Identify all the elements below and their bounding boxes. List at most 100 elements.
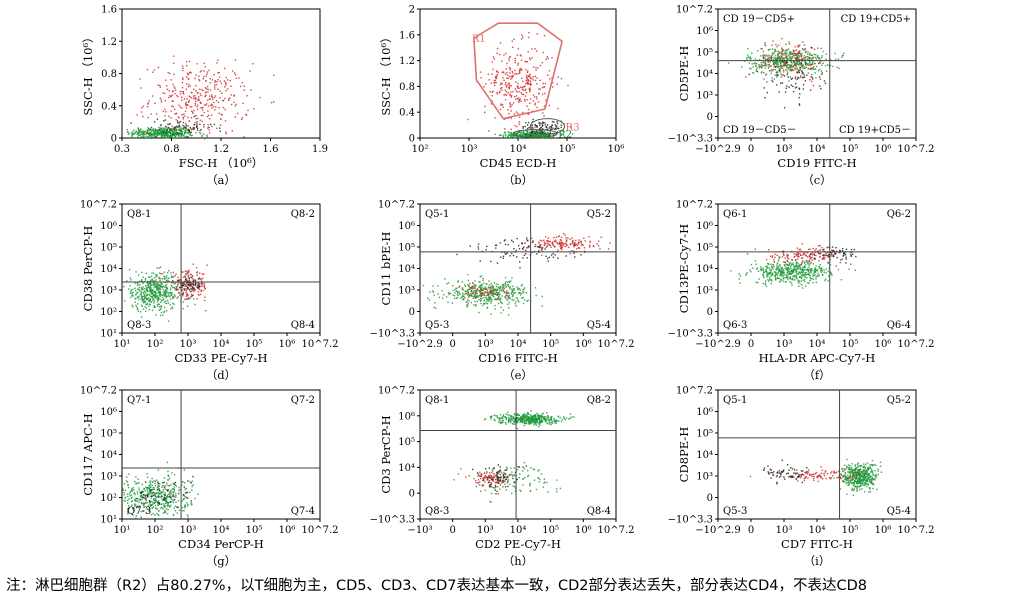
data-point: [165, 497, 167, 499]
data-point: [194, 94, 196, 97]
data-point: [507, 84, 509, 86]
data-point: [182, 93, 185, 95]
data-point: [183, 510, 185, 512]
data-point: [154, 286, 156, 288]
y-tick-label: 0.4: [399, 108, 415, 119]
data-point: [797, 64, 800, 66]
data-point: [474, 294, 476, 297]
data-point: [151, 137, 153, 140]
data-point: [786, 257, 789, 259]
data-point: [490, 285, 492, 287]
data-point: [147, 116, 149, 119]
data-point: [145, 272, 147, 274]
data-point: [166, 291, 168, 293]
data-point: [817, 269, 819, 271]
data-point: [432, 291, 435, 293]
data-point: [519, 292, 521, 294]
data-point: [187, 128, 190, 131]
data-point: [142, 291, 145, 294]
data-point: [143, 295, 146, 297]
data-point: [562, 232, 565, 235]
data-point: [189, 289, 191, 292]
data-point: [580, 240, 582, 243]
data-point: [791, 77, 793, 79]
data-point: [240, 118, 243, 120]
data-point: [820, 267, 823, 269]
data-point: [527, 70, 529, 72]
data-point: [163, 128, 165, 130]
data-point: [539, 135, 541, 138]
data-point: [130, 497, 133, 499]
data-point: [203, 283, 206, 285]
data-point: [163, 271, 166, 273]
data-point: [559, 241, 561, 243]
data-point: [798, 87, 800, 89]
data-point: [517, 87, 519, 89]
data-point: [150, 133, 152, 135]
data-point: [158, 296, 160, 298]
data-point: [815, 65, 818, 68]
data-point: [800, 58, 803, 60]
data-point: [477, 246, 479, 248]
data-point: [484, 296, 486, 299]
data-point: [162, 314, 164, 316]
data-point: [174, 283, 176, 285]
data-point: [182, 77, 184, 79]
data-point: [181, 65, 184, 67]
data-point: [136, 306, 138, 308]
data-point: [170, 281, 172, 284]
data-point: [253, 108, 255, 110]
data-point: [181, 86, 184, 89]
data-point: [830, 271, 832, 273]
data-point: [755, 281, 757, 283]
data-point: [161, 135, 163, 137]
data-point: [559, 134, 562, 136]
data-point: [181, 131, 184, 133]
data-point: [164, 488, 166, 490]
data-point: [508, 280, 511, 283]
data-point: [157, 303, 160, 305]
data-point: [127, 513, 129, 515]
data-point: [769, 61, 771, 63]
data-point: [517, 64, 519, 66]
data-point: [760, 47, 762, 50]
data-point: [200, 107, 202, 109]
data-point: [491, 291, 493, 293]
data-point: [188, 131, 191, 134]
data-point: [571, 241, 574, 243]
data-point: [795, 263, 797, 265]
data-point: [149, 285, 151, 287]
data-point: [173, 507, 175, 509]
data-point: [531, 77, 533, 80]
data-point: [564, 245, 566, 248]
data-point: [810, 80, 813, 82]
data-point: [203, 286, 206, 288]
gate-r1: [473, 22, 564, 120]
data-point: [155, 283, 157, 285]
data-point: [530, 131, 533, 134]
data-point: [796, 272, 798, 275]
data-point: [188, 277, 190, 280]
data-point: [219, 80, 221, 82]
data-point: [146, 299, 148, 301]
data-point: [789, 76, 791, 78]
data-point: [480, 297, 482, 299]
data-point: [166, 85, 168, 87]
data-point: [494, 244, 497, 246]
data-point: [783, 57, 785, 60]
data-point: [139, 131, 142, 134]
data-point: [149, 299, 151, 301]
data-point: [505, 281, 507, 283]
data-point: [511, 299, 513, 301]
data-point: [134, 298, 137, 300]
data-point: [154, 492, 156, 494]
data-point: [178, 492, 180, 495]
data-point: [763, 271, 766, 273]
data-point: [801, 52, 803, 55]
data-point: [532, 76, 535, 78]
data-point: [809, 61, 811, 63]
data-point: [184, 507, 186, 509]
data-point: [173, 486, 175, 488]
data-point: [155, 133, 157, 136]
